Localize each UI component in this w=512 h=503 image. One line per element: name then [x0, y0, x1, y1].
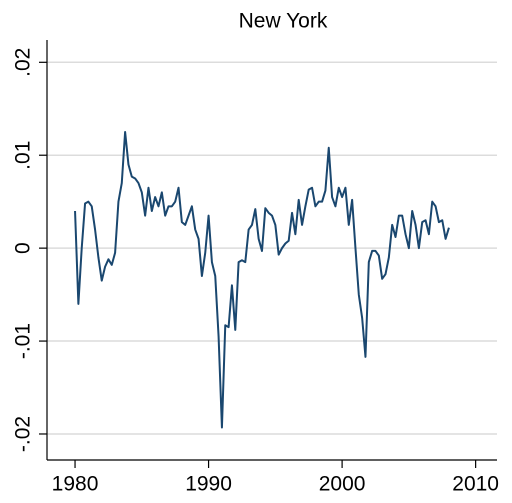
chart-title: New York [239, 10, 328, 33]
x-tick-label: 2000 [319, 473, 366, 496]
y-tick-label: -.02 [12, 416, 35, 452]
x-tick-label: 1990 [185, 473, 232, 496]
x-tick-label: 1980 [52, 473, 99, 496]
line-series [74, 130, 450, 429]
y-tick-label: -.01 [12, 323, 35, 359]
x-tick-label: 2010 [452, 473, 499, 496]
y-tick-label: .01 [12, 141, 35, 170]
y-tick-label: 0 [12, 242, 35, 254]
y-tick-label: .02 [12, 48, 35, 77]
